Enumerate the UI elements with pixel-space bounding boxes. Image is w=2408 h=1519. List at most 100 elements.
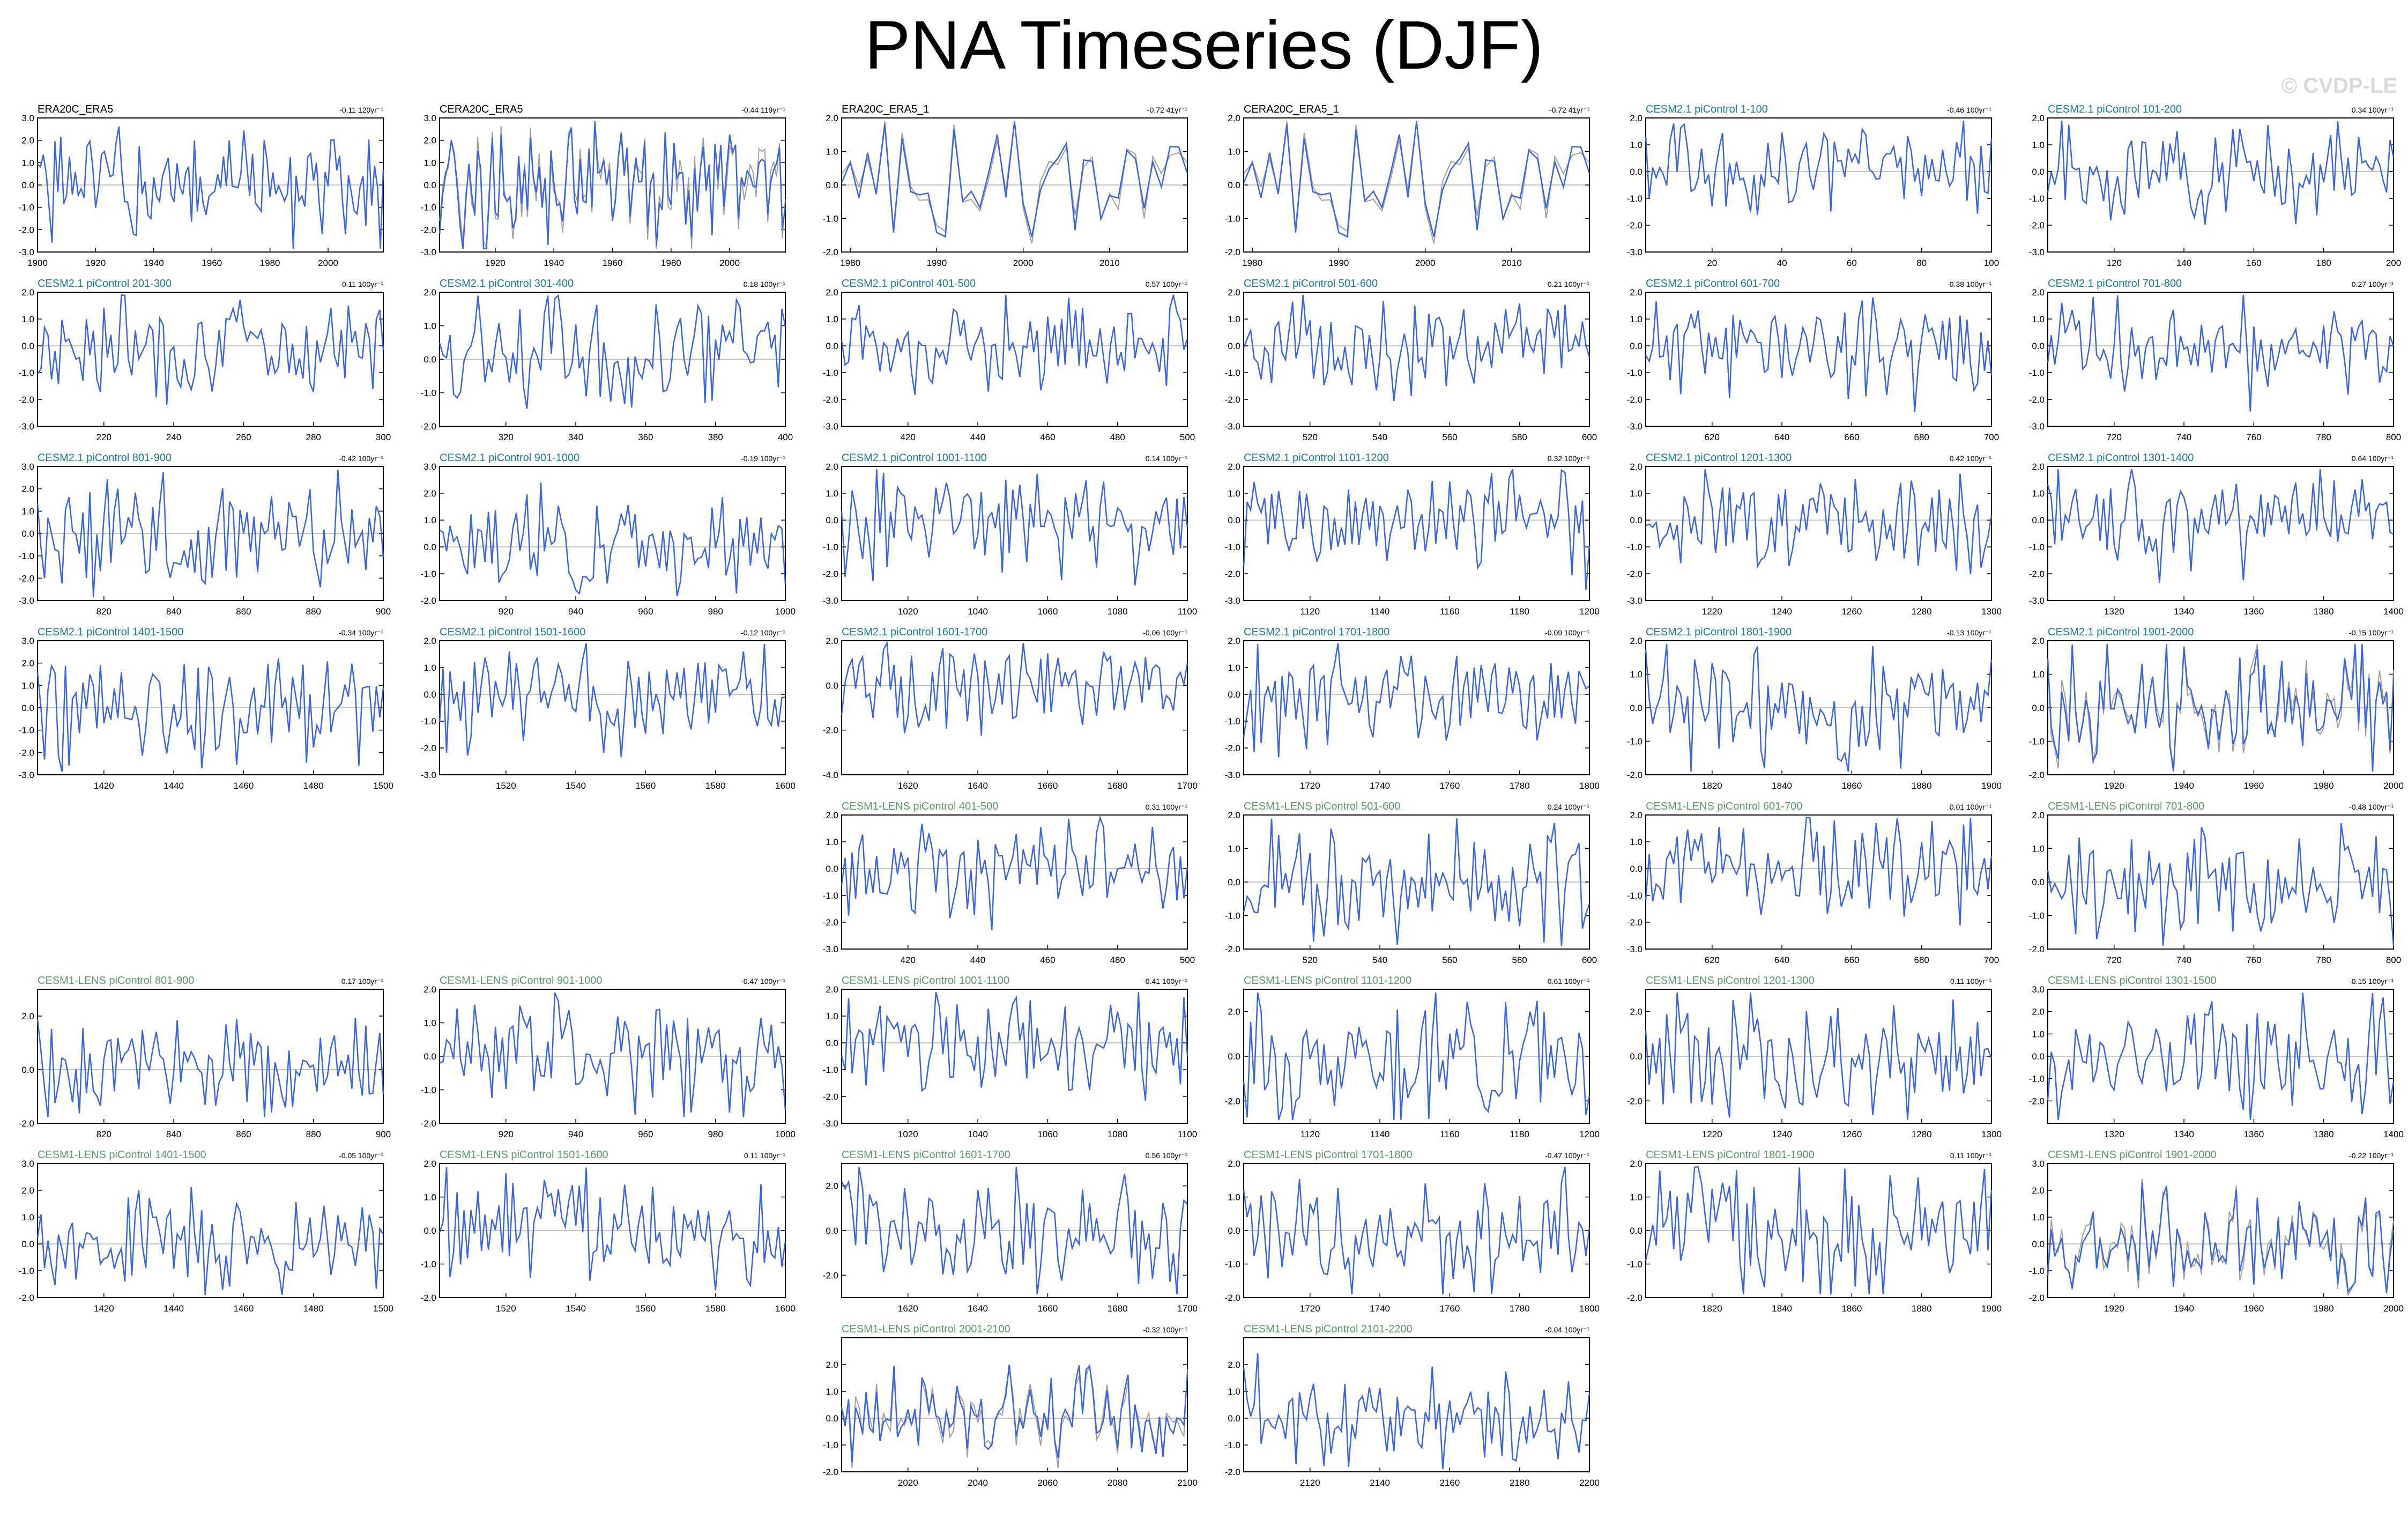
panel-title: CESM2.1 piControl 901-1000	[440, 452, 579, 464]
y-tick-label: 2.0	[2032, 462, 2045, 472]
x-tick-label: 1080	[1108, 606, 1128, 617]
y-tick-label: 1.0	[2032, 140, 2045, 150]
pna-panel: CERA20C_ERA5 -0.44 119yr⁻¹ -3.0 -2.0 -1.0 0.0…	[421, 103, 786, 268]
x-tick-label: 960	[638, 1129, 653, 1139]
y-tick-label: -2.0	[19, 573, 34, 583]
pna-series-line	[37, 126, 384, 249]
y-tick-label: -2.0	[2029, 395, 2045, 405]
pna-series-line	[36, 470, 384, 597]
panel-title: CESM2.1 piControl 201-300	[38, 278, 172, 290]
pna-panel: CESM1-LENS piControl 901-1000 -0.47 100yr…	[421, 975, 796, 1139]
x-tick-label: 520	[1303, 432, 1318, 442]
panel-trend: -0.47 100yr⁻¹	[741, 977, 785, 986]
y-tick-label: -3.0	[2029, 596, 2045, 606]
y-tick-label: 1.0	[1228, 1387, 1240, 1397]
pna-series-line	[1243, 294, 1591, 402]
y-tick-label: 1.0	[826, 314, 838, 324]
y-tick-label: 0.0	[2032, 1239, 2045, 1249]
x-tick-label: 300	[376, 432, 391, 442]
y-tick-label: 0.0	[1630, 1051, 1643, 1062]
x-tick-label: 1100	[1178, 1129, 1198, 1139]
y-tick-label: 0.0	[1630, 703, 1643, 713]
x-tick-label: 1640	[968, 781, 988, 791]
x-tick-label: 1780	[1510, 781, 1530, 791]
x-tick-label: 200	[2386, 258, 2401, 268]
pna-series-line	[841, 121, 1188, 238]
y-tick-label: -2.0	[2029, 944, 2045, 954]
y-tick-label: 0.0	[2032, 167, 2045, 177]
y-tick-label: 2.0	[1630, 287, 1643, 298]
x-tick-label: 1820	[1702, 781, 1722, 791]
x-tick-label: 2100	[1177, 1478, 1198, 1488]
x-tick-label: 1680	[1108, 781, 1128, 791]
x-tick-label: 1720	[1300, 1303, 1320, 1314]
x-tick-label: 1000	[775, 1129, 796, 1139]
y-tick-label: 2.0	[826, 984, 838, 995]
pna-series-line	[2047, 469, 2394, 583]
panel-frame	[2047, 1163, 2394, 1298]
pna-panel: CESM2.1 piControl 1901-2000 -0.15 100yr⁻¹…	[2029, 626, 2404, 791]
x-tick-label: 160	[2246, 258, 2261, 268]
x-tick-label: 1920	[2104, 1303, 2124, 1314]
x-tick-label: 1140	[1370, 1129, 1390, 1139]
x-tick-label: 60	[1847, 258, 1857, 268]
x-tick-label: 1520	[496, 781, 516, 791]
panel-title: CESM1-LENS piControl 801-900	[38, 975, 194, 987]
x-tick-label: 1560	[635, 781, 656, 791]
y-tick-label: 1.0	[423, 1192, 436, 1203]
y-tick-label: -2.0	[421, 596, 436, 606]
x-tick-label: 2000	[318, 258, 338, 268]
x-tick-label: 1960	[202, 258, 222, 268]
y-tick-label: 2.0	[826, 1360, 838, 1370]
panel-title: CESM2.1 piControl 1201-1300	[1646, 452, 1792, 464]
x-tick-label: 140	[2176, 258, 2191, 268]
secondary-series-line	[439, 121, 786, 249]
x-tick-label: 1380	[2314, 1129, 2334, 1139]
x-tick-label: 920	[499, 606, 514, 617]
x-tick-label: 860	[236, 606, 251, 617]
x-tick-label: 1760	[1439, 1303, 1460, 1314]
x-tick-label: 1460	[233, 781, 254, 791]
x-tick-label: 220	[96, 432, 112, 442]
x-tick-label: 1440	[163, 1303, 184, 1314]
pna-series-line	[2047, 120, 2395, 225]
x-tick-label: 780	[2316, 955, 2331, 965]
panel-trend: 0.61 100yr⁻¹	[1548, 977, 1590, 986]
y-tick-label: 0.0	[2032, 877, 2045, 887]
y-tick-label: 1.0	[1228, 488, 1240, 499]
x-tick-label: 640	[1774, 955, 1789, 965]
pna-panel: CESM1-LENS piControl 501-600 0.24 100yr⁻¹…	[1225, 801, 1597, 965]
y-tick-label: -2.0	[2029, 1293, 2045, 1303]
x-tick-label: 1960	[603, 258, 623, 268]
y-tick-label: 1.0	[826, 488, 838, 499]
pna-series-line	[1645, 297, 1993, 412]
y-tick-label: -1.0	[1225, 368, 1240, 378]
x-tick-label: 620	[1705, 955, 1720, 965]
panel-trend: 0.11 100yr⁻¹	[1950, 1151, 1992, 1160]
pna-series-line	[1645, 992, 1993, 1120]
x-tick-label: 840	[166, 606, 181, 617]
y-tick-label: 1.0	[21, 158, 34, 168]
x-tick-label: 900	[376, 606, 391, 617]
x-tick-label: 1020	[898, 606, 918, 617]
x-tick-label: 560	[1442, 955, 1457, 965]
y-tick-label: -2.0	[1627, 1096, 1643, 1106]
panel-frame	[1243, 292, 1590, 427]
y-tick-label: -2.0	[823, 1270, 838, 1280]
y-tick-label: -3.0	[2029, 247, 2045, 257]
panel-title: CESM2.1 piControl 401-500	[842, 278, 976, 290]
panel-title: CESM1-LENS piControl 1401-1500	[38, 1149, 206, 1161]
y-tick-label: -1.0	[823, 368, 838, 378]
x-tick-label: 1960	[2243, 1303, 2264, 1314]
y-tick-label: 0.0	[1228, 180, 1240, 190]
pna-panel: CESM1-LENS piControl 1001-1100 -0.41 100y…	[823, 975, 1198, 1139]
x-tick-label: 1200	[1579, 606, 1600, 617]
y-tick-label: 0.0	[21, 529, 34, 539]
y-tick-label: -1.0	[2029, 1266, 2045, 1276]
panel-frame	[1645, 466, 1992, 601]
x-tick-label: 1160	[1440, 606, 1460, 617]
y-tick-label: 2.0	[423, 636, 436, 646]
y-tick-label: 1.0	[2032, 488, 2045, 499]
panel-trend: -0.34 100yr⁻¹	[339, 628, 383, 637]
y-tick-label: 1.0	[21, 1212, 34, 1222]
